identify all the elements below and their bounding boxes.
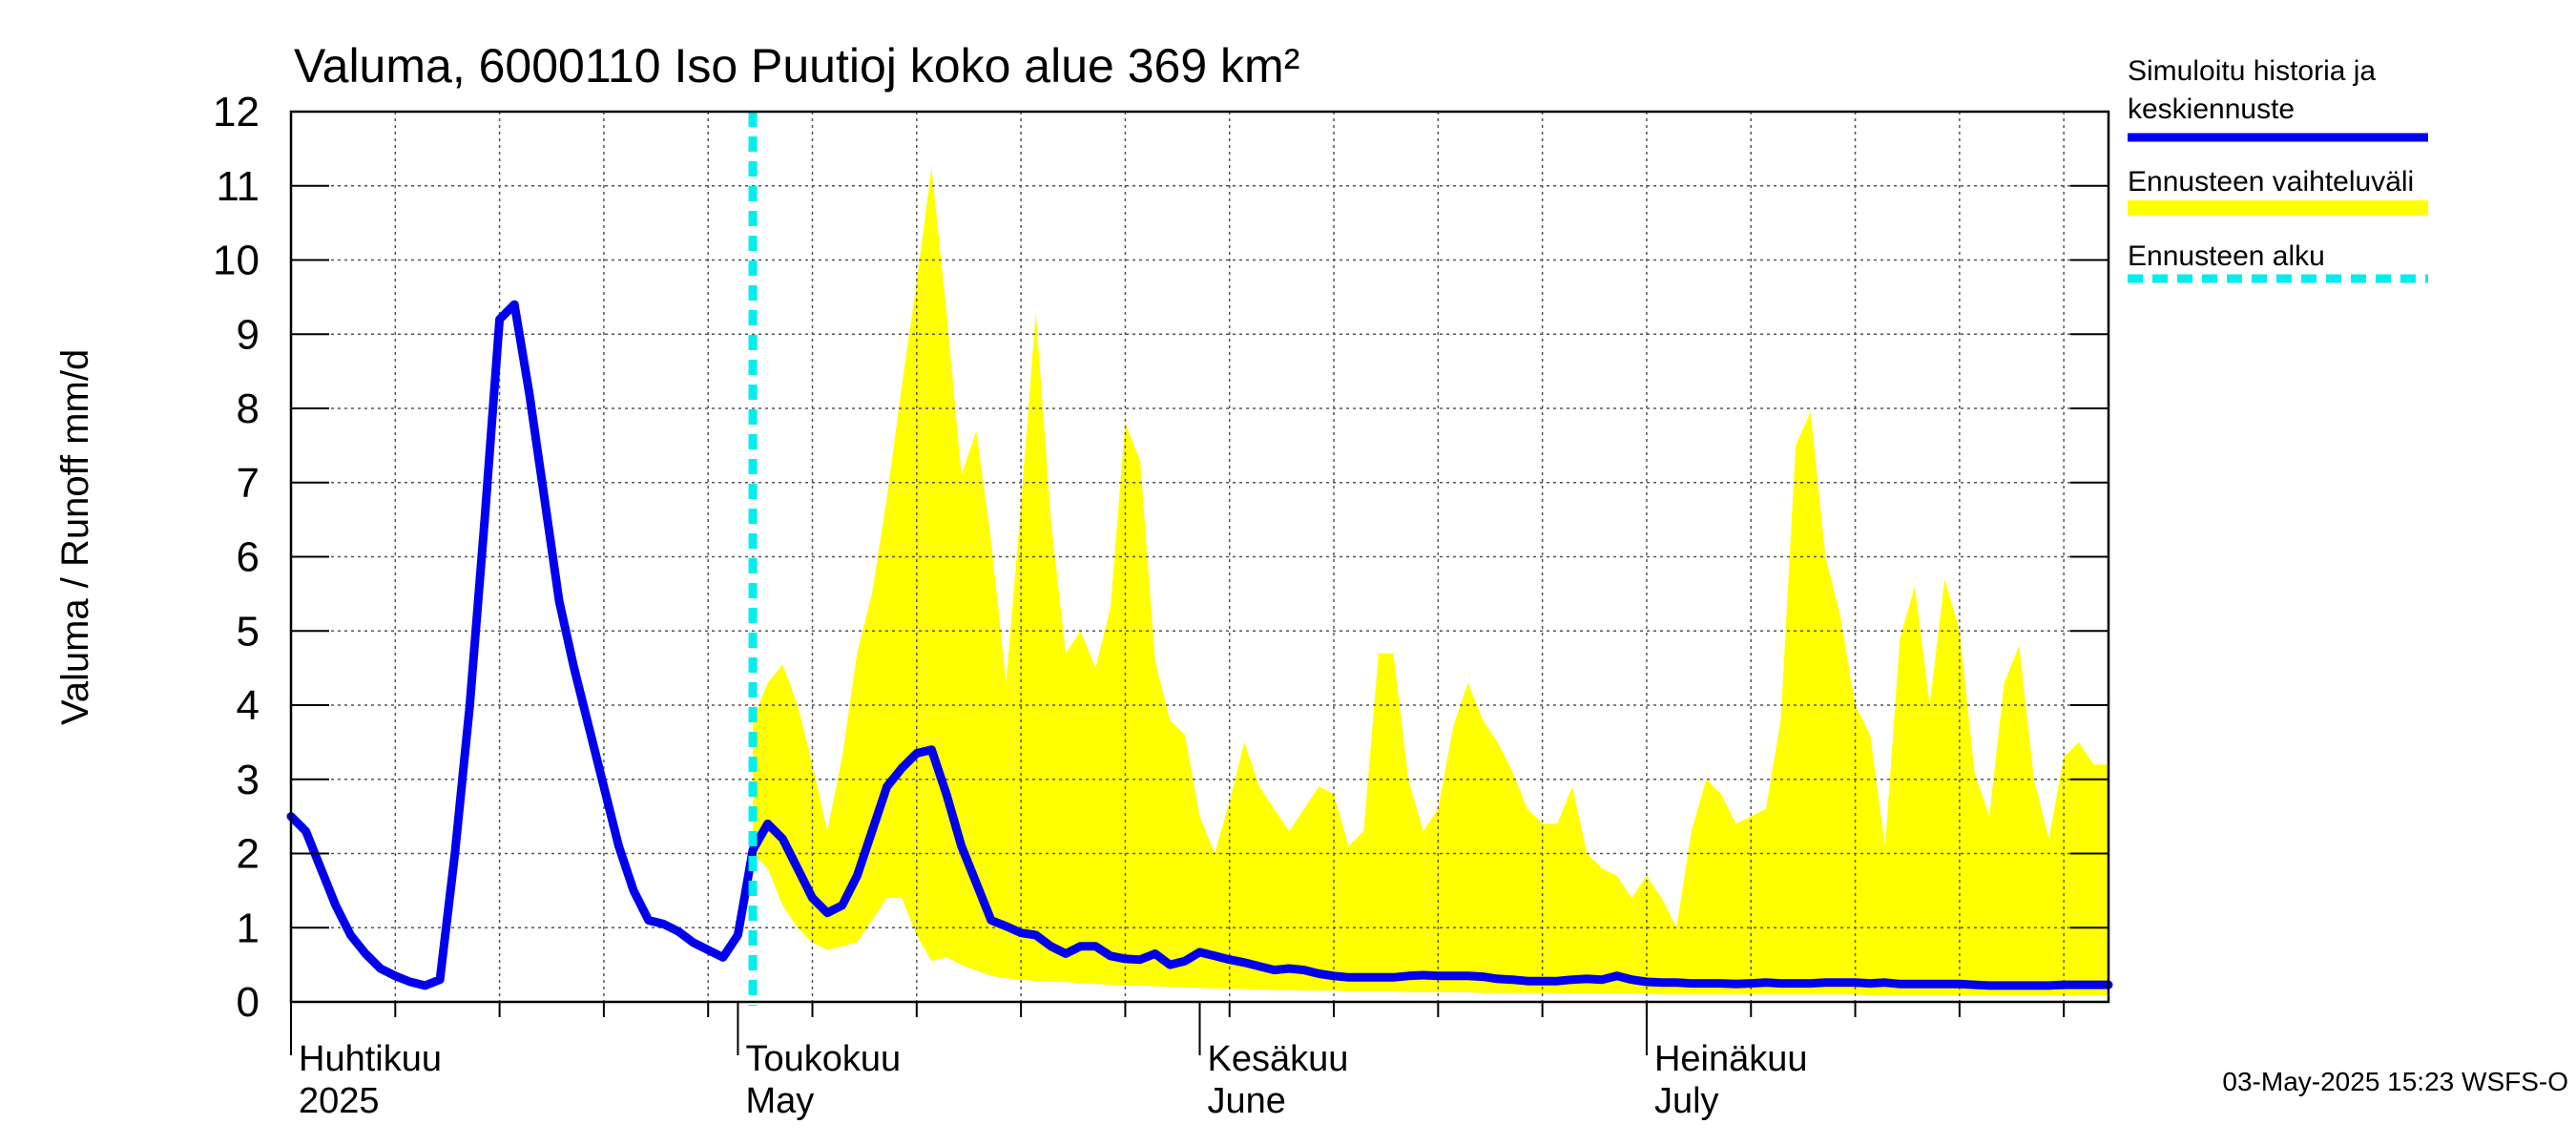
legend-label: Simuloitu historia ja — [2128, 55, 2376, 87]
y-tick-label: 10 — [213, 238, 260, 284]
legend-label: Ennusteen vaihteluväli — [2128, 166, 2414, 198]
series-layer — [286, 300, 2113, 990]
month-label-fi: Heinäkuu — [1654, 1039, 1808, 1079]
series-line — [286, 300, 2113, 990]
month-label-en: July — [1654, 1081, 1719, 1121]
month-label-en: May — [745, 1081, 814, 1121]
y-tick-label: 4 — [237, 682, 260, 729]
legend-swatch-band — [2128, 200, 2428, 216]
footer-timestamp: 03-May-2025 15:23 WSFS-O — [2222, 1067, 2568, 1096]
y-tick-label: 3 — [237, 757, 260, 803]
plot-frame — [289, 110, 2110, 1004]
y-tick-label: 11 — [216, 163, 260, 210]
legend-label-line2: keskiennuste — [2128, 94, 2295, 125]
y-tick-label: 12 — [213, 89, 260, 135]
y-tick-label: 6 — [237, 534, 260, 581]
y-tick-label: 9 — [237, 311, 260, 358]
forecast-range-band — [753, 167, 2109, 996]
y-tick-label: 1 — [237, 905, 260, 951]
y-tick-label: 5 — [237, 608, 260, 655]
y-axis-label: Valuma / Runoff mm/d — [54, 349, 96, 725]
y-tick-label: 8 — [237, 385, 260, 432]
y-tick-label: 0 — [237, 979, 260, 1026]
month-label-en: 2025 — [299, 1081, 380, 1121]
legend-label: Ennusteen alku — [2128, 240, 2325, 272]
grid-lines — [291, 112, 2109, 1002]
y-tick-label: 2 — [237, 831, 260, 878]
legend: Simuloitu historia ja keskiennuste Ennuste… — [2128, 55, 2428, 283]
month-label-fi: Toukokuu — [745, 1039, 901, 1079]
month-label-fi: Huhtikuu — [299, 1039, 442, 1079]
axes — [289, 110, 2110, 1055]
y-tick-label: 7 — [237, 460, 260, 507]
month-label-en: June — [1208, 1081, 1286, 1121]
chart-title: Valuma, 6000110 Iso Puutioj koko alue 36… — [294, 39, 1299, 93]
month-label-fi: Kesäkuu — [1208, 1039, 1349, 1079]
forecast-band-area — [753, 167, 2109, 996]
